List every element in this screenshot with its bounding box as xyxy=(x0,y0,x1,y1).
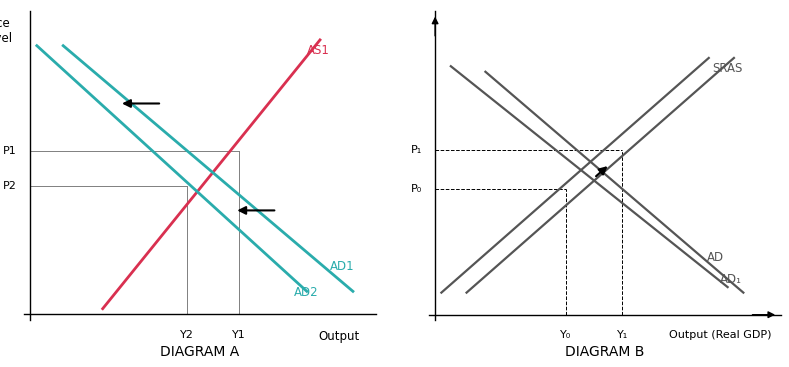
Text: P₁: P₁ xyxy=(411,145,423,156)
Text: AD: AD xyxy=(707,251,724,264)
Text: P₀: P₀ xyxy=(411,184,423,194)
Text: Y₁: Y₁ xyxy=(617,330,628,340)
Text: Y1: Y1 xyxy=(233,330,246,340)
Text: AD₁: AD₁ xyxy=(720,273,742,286)
Text: AD2: AD2 xyxy=(294,286,318,299)
Text: Y2: Y2 xyxy=(180,330,193,340)
Text: P2: P2 xyxy=(3,181,17,191)
Text: Price Level: Price Level xyxy=(383,0,447,2)
Text: Output (Real GDP): Output (Real GDP) xyxy=(669,330,772,340)
Text: AS1: AS1 xyxy=(307,44,330,57)
Text: DIAGRAM B: DIAGRAM B xyxy=(565,345,645,359)
Text: DIAGRAM A: DIAGRAM A xyxy=(160,345,239,359)
Text: Price
Level: Price Level xyxy=(0,17,13,45)
Text: AD1: AD1 xyxy=(330,260,354,273)
Text: P1: P1 xyxy=(3,146,17,156)
Text: Output: Output xyxy=(318,330,360,344)
Text: Y₀: Y₀ xyxy=(560,330,571,340)
Text: SRAS: SRAS xyxy=(712,62,742,75)
